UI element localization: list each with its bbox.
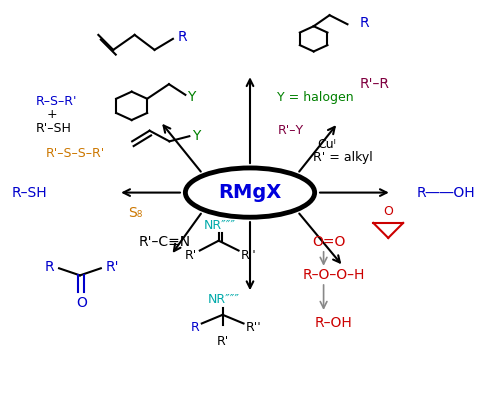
Text: R': R' — [106, 260, 120, 274]
Text: R'–Y: R'–Y — [278, 124, 303, 137]
Text: R–O–O–H: R–O–O–H — [302, 268, 364, 282]
Text: R: R — [178, 30, 188, 44]
Text: R'–C≡N: R'–C≡N — [138, 235, 190, 249]
Text: R'': R'' — [241, 249, 257, 262]
Text: R' = alkyl: R' = alkyl — [313, 150, 373, 164]
Text: Cuᴵ: Cuᴵ — [317, 138, 336, 151]
Text: Y: Y — [192, 129, 200, 143]
Text: R'–R: R'–R — [360, 77, 390, 91]
Text: NR″″″: NR″″″ — [204, 219, 236, 232]
Text: O: O — [384, 205, 393, 218]
Text: R'': R'' — [246, 321, 262, 334]
Text: R–SH: R–SH — [12, 185, 47, 200]
Text: R': R' — [216, 335, 229, 347]
Text: R――OH: R――OH — [417, 185, 476, 200]
Text: NR″″″: NR″″″ — [208, 293, 240, 306]
Text: RMgX: RMgX — [218, 183, 282, 202]
Text: R–S–R': R–S–R' — [36, 95, 78, 108]
Text: R: R — [190, 321, 200, 334]
Text: +: + — [46, 108, 57, 121]
Text: Y = halogen: Y = halogen — [278, 91, 354, 104]
Text: Y: Y — [188, 90, 196, 104]
Text: R: R — [44, 260, 54, 274]
Text: R'–S–S–R': R'–S–S–R' — [46, 146, 106, 160]
Text: S₈: S₈ — [128, 206, 142, 220]
Text: R': R' — [185, 249, 198, 262]
Text: O: O — [76, 296, 87, 310]
Text: R–OH: R–OH — [314, 316, 352, 330]
Text: O=O: O=O — [312, 235, 346, 249]
Text: R: R — [360, 16, 369, 30]
Text: R'–SH: R'–SH — [36, 122, 72, 135]
Ellipse shape — [186, 168, 314, 217]
